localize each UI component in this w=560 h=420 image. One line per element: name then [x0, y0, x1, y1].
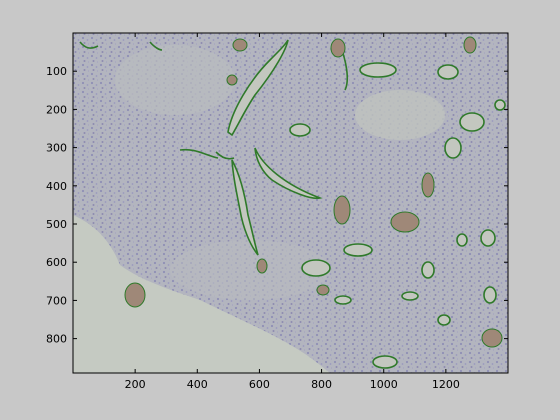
y-tick-label: 300 — [46, 142, 67, 155]
axes-frame — [72, 32, 509, 374]
pale-region — [115, 45, 235, 115]
y-tick-label: 600 — [46, 256, 67, 269]
x-tick-label: 1000 — [370, 378, 398, 391]
pale-region — [355, 90, 445, 140]
x-axis: 200 400 600 800 1000 1200 — [125, 33, 460, 391]
x-tick-label: 200 — [125, 378, 146, 391]
vessel-outlines — [79, 39, 506, 369]
x-tick-label: 400 — [187, 378, 208, 391]
y-tick-label: 200 — [46, 103, 67, 116]
tissue-image — [73, 33, 508, 373]
x-tick-label: 800 — [311, 378, 332, 391]
x-tick-label: 1200 — [432, 378, 460, 391]
lumen-region — [73, 215, 330, 373]
blood-regions — [124, 36, 503, 348]
y-tick-label: 800 — [46, 333, 67, 346]
y-tick-label: 100 — [46, 65, 67, 78]
y-tick-label: 700 — [46, 294, 67, 307]
y-tick-label: 500 — [46, 218, 67, 231]
y-axis: 100 200 300 400 500 600 700 800 — [46, 65, 508, 346]
x-tick-label: 600 — [249, 378, 270, 391]
y-tick-label: 400 — [46, 180, 67, 193]
pale-region — [170, 240, 330, 300]
